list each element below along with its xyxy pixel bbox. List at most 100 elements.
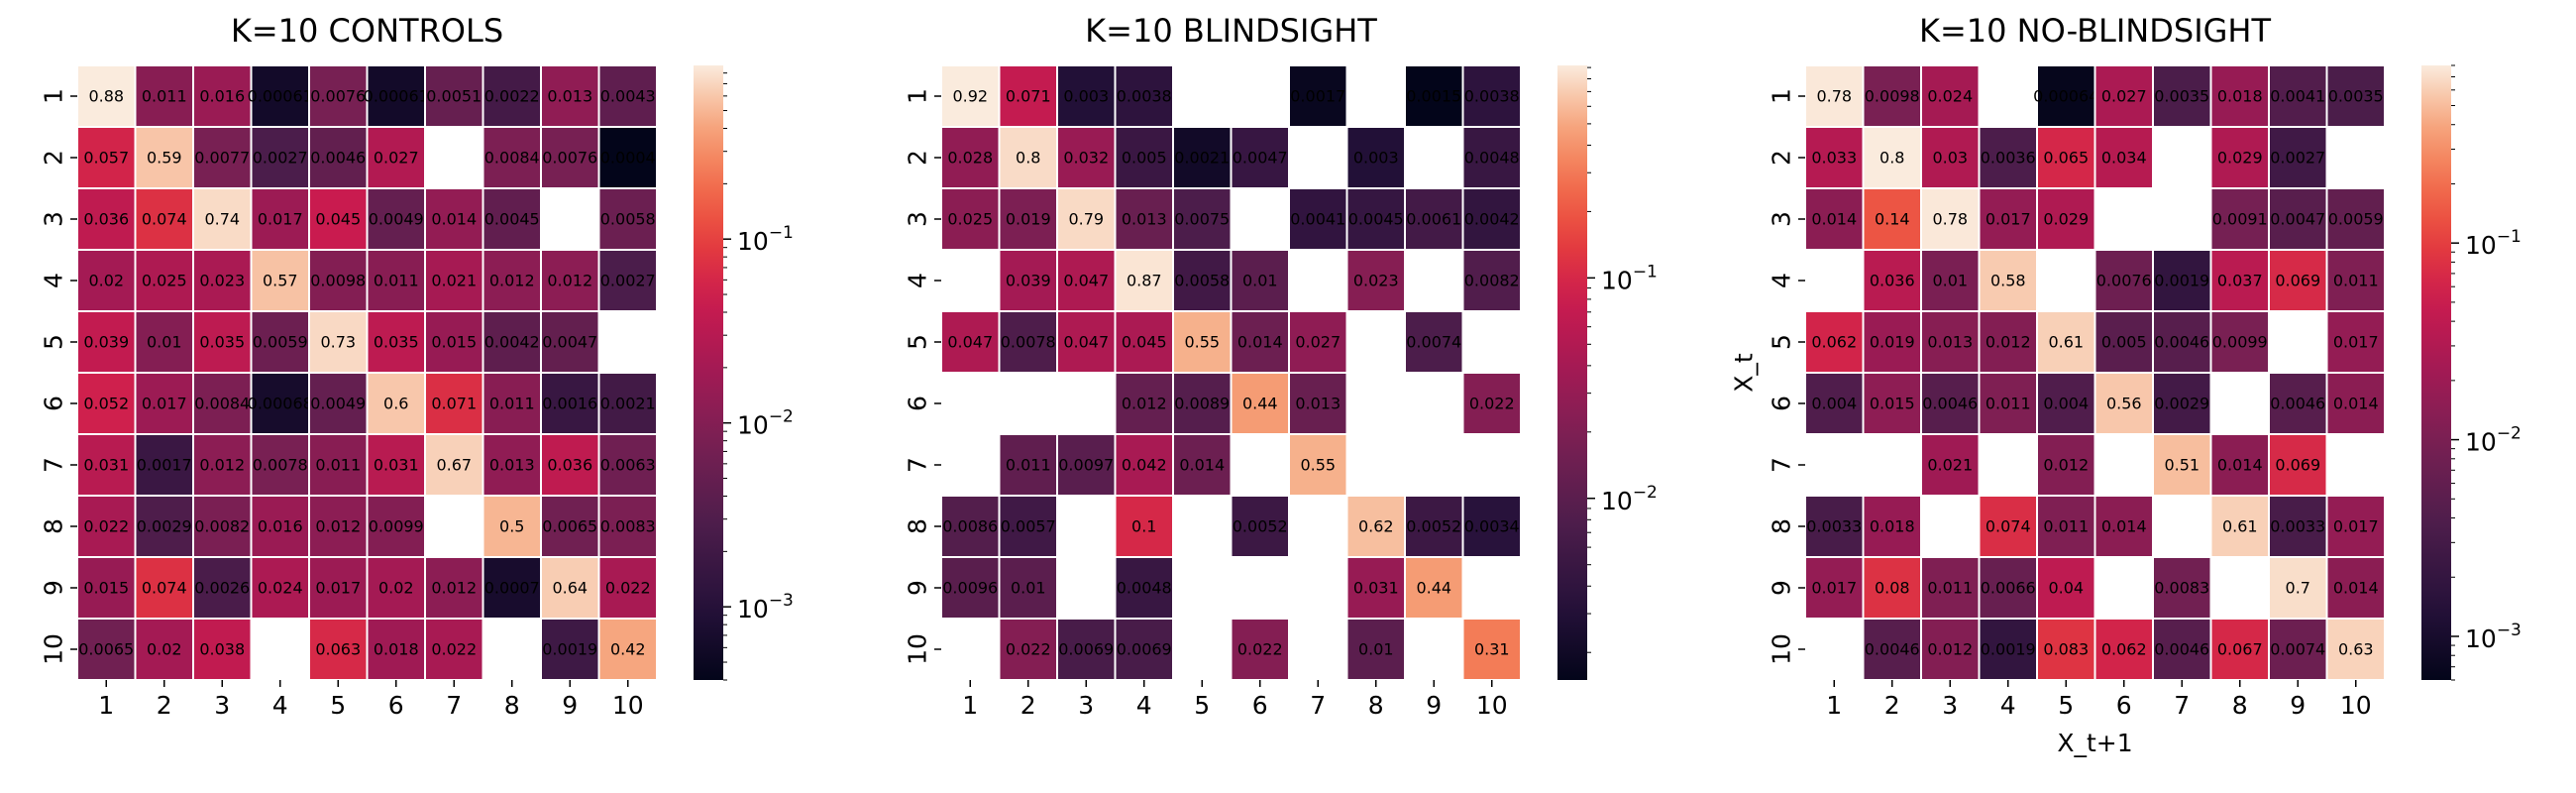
cell-value-label: 0.0078	[1001, 333, 1056, 352]
colorbar-gradient	[694, 65, 723, 680]
cell-value-label: 0.0078	[253, 456, 308, 475]
cell-value-label: 0.1	[1131, 517, 1156, 536]
cell-value-label: 0.004	[2043, 395, 2089, 413]
cell-value-label: 0.017	[2333, 517, 2379, 536]
cell-value-label: 0.035	[199, 333, 245, 352]
cell-value-label: 0.013	[1122, 210, 1167, 229]
heatmap-cell	[1920, 126, 1981, 189]
x-tick-label: 9	[562, 691, 578, 720]
heatmap-cell	[192, 556, 253, 620]
heatmap-cell	[1404, 556, 1464, 620]
heatmap-cell	[1978, 372, 2038, 435]
cell-value-label: 0.037	[2217, 272, 2263, 290]
cell-value-label: 0.0077	[194, 149, 250, 168]
cell-value-label: 0.0041	[2270, 87, 2325, 106]
x-tick-label: 10	[612, 691, 644, 720]
y-tick-label: 2	[904, 150, 932, 166]
colorbar-tick-label: 10−1	[2465, 227, 2522, 260]
cell-value-label: 0.015	[431, 333, 477, 352]
cell-value-label: 0.019	[1006, 210, 1051, 229]
x-tick-label: 2	[1020, 691, 1036, 720]
y-tick-label: 1	[1768, 88, 1796, 104]
cell-value-label: 0.02	[378, 579, 414, 598]
heatmap-cell	[1404, 310, 1464, 374]
cell-value-label: 0.0021	[600, 395, 656, 413]
cell-value-label: 0.014	[1237, 333, 1283, 352]
y-tick-label: 7	[1768, 457, 1796, 473]
cell-value-label: 0.022	[431, 640, 477, 659]
heatmap-cell	[134, 556, 194, 620]
cell-value-label: 0.036	[83, 210, 129, 229]
y-tick-label: 1	[40, 88, 68, 104]
heatmap-cell	[597, 433, 658, 497]
x-tick-label: 7	[2174, 691, 2190, 720]
cell-value-label: 0.017	[258, 210, 303, 229]
y-tick-label: 3	[904, 211, 932, 227]
cell-value-label: 0.0065	[542, 517, 597, 536]
cell-value-label: 0.92	[952, 87, 988, 106]
heatmap-cell	[2036, 126, 2096, 189]
x-tick-label: 8	[504, 691, 520, 720]
cell-value-label: 0.074	[142, 210, 187, 229]
heatmap-cell	[2209, 433, 2270, 497]
heatmap-cell	[2093, 495, 2154, 558]
heatmap-cell	[366, 556, 426, 620]
cell-value-label: 0.013	[547, 87, 592, 106]
cell-value-label: 0.062	[2101, 640, 2147, 659]
cell-value-label: 0.0098	[1865, 87, 1920, 106]
heatmap-cell	[1461, 249, 1522, 312]
heatmap-cell	[250, 433, 310, 497]
heatmap-cell	[192, 618, 253, 681]
cell-value-label: 0.011	[1986, 395, 2031, 413]
cell-value-label: 0.0083	[600, 517, 656, 536]
cell-value-label: 0.052	[83, 395, 129, 413]
cell-value-label: 0.027	[374, 149, 419, 168]
x-tick-label: 2	[1884, 691, 1900, 720]
cell-value-label: 0.44	[1416, 579, 1451, 598]
cell-value-label: 0.0035	[2328, 87, 2384, 106]
heatmap-cell	[424, 372, 484, 435]
cell-value-label: 0.00061	[364, 87, 429, 106]
heatmap-cell	[1288, 187, 1348, 251]
cell-value-label: 0.0019	[542, 640, 597, 659]
colorbar-tick-label: 10−3	[737, 591, 794, 623]
heatmap-cell	[308, 556, 369, 620]
cell-value-label: 0.027	[2101, 87, 2147, 106]
colorbar: 10−3 10−2 10−1	[2421, 64, 2522, 681]
cell-value-label: 0.14	[1875, 210, 1910, 229]
heatmap-cell	[998, 310, 1058, 374]
heatmap-cell	[2209, 64, 2270, 128]
cell-value-label: 0.0038	[1117, 87, 1172, 106]
x-tick-label: 10	[2340, 691, 2372, 720]
cell-value-label: 0.0099	[369, 517, 424, 536]
heatmap-cell	[1288, 64, 1348, 128]
cell-value-label: 0.0049	[369, 210, 424, 229]
cell-value-label: 0.58	[1990, 272, 2026, 290]
heatmap-cell	[366, 618, 426, 681]
x-axis-label: X_t+1	[2057, 729, 2132, 757]
heatmap-cell	[1288, 372, 1348, 435]
cell-value-label: 0.019	[1870, 333, 1915, 352]
x-tick-label: 1	[962, 691, 978, 720]
heatmap-cell	[1404, 187, 1464, 251]
heatmap-cell	[1230, 495, 1290, 558]
cell-value-label: 0.011	[315, 456, 361, 475]
heatmap-cell	[482, 64, 542, 128]
cell-value-label: 0.028	[947, 149, 993, 168]
cell-value-label: 0.017	[1811, 579, 1857, 598]
heatmap-cell	[540, 310, 600, 374]
cell-value-label: 0.01	[1242, 272, 1278, 290]
cell-value-label: 0.8	[1879, 149, 1904, 168]
heatmap-cell	[1056, 433, 1117, 497]
heatmap-cell	[1345, 495, 1406, 558]
heatmap-cell	[134, 618, 194, 681]
cell-value-label: 0.0019	[1981, 640, 2036, 659]
colorbar-tick-label: 10−3	[2465, 621, 2522, 653]
cell-value-label: 0.0063	[600, 456, 656, 475]
x-tick-label: 6	[1252, 691, 1268, 720]
heatmap-cell	[1056, 249, 1117, 312]
cell-value-label: 0.0082	[1464, 272, 1520, 290]
heatmap-cell	[2268, 372, 2328, 435]
cell-value-label: 0.0058	[1174, 272, 1230, 290]
cell-value-label: 0.79	[1068, 210, 1104, 229]
